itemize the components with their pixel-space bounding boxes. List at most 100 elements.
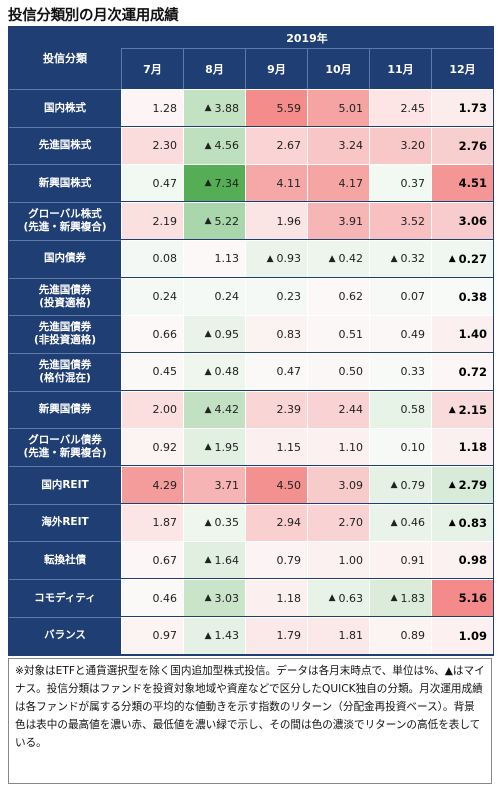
row-label-line: 国内株式 <box>44 101 86 114</box>
value-cell: 1.40 <box>431 315 493 353</box>
value-text: 3.20 <box>400 139 426 153</box>
performance-table: 投信分類 2019年 7月 8月 9月 10月 11月 12月 国内株式 1.28 ▲ 3.88 5… <box>8 26 494 656</box>
value-cell: 0.51 <box>307 315 369 353</box>
value-cell: 0.66 <box>121 315 183 353</box>
value-text: 0.95 <box>214 327 240 341</box>
value-cell: 1.28 <box>121 89 183 126</box>
row-label: 先進国債券 (格付混在) <box>9 352 121 390</box>
value-text: 2.19 <box>152 214 178 228</box>
value-cell: 0.24 <box>121 277 183 315</box>
value-text: 0.50 <box>338 365 364 379</box>
value-cell: 1.18 <box>431 428 493 466</box>
value-text: 0.92 <box>152 440 178 454</box>
month-header: 10月 <box>307 49 369 89</box>
value-cell: 0.98 <box>431 541 493 579</box>
value-text: 0.42 <box>338 252 364 266</box>
year-header: 2019年 <box>121 27 493 49</box>
value-text: 0.62 <box>338 290 364 303</box>
row-label-line: 海外REIT <box>41 516 89 529</box>
row-label-line: 先進国債券 <box>38 321 92 334</box>
value-text: 0.58 <box>400 403 426 417</box>
value-text: 5.59 <box>276 101 302 115</box>
value-text: 2.15 <box>458 402 487 417</box>
value-cell: 2.94 <box>245 503 307 541</box>
minus-triangle-icon: ▲ <box>204 178 212 189</box>
row-label-line: 転換社債 <box>44 553 86 566</box>
minus-triangle-icon: ▲ <box>204 103 212 113</box>
value-text: 1.87 <box>152 516 178 530</box>
value-cell: 0.62 <box>307 277 369 315</box>
minus-triangle-icon: ▲ <box>448 480 456 490</box>
value-cell: 1.13 <box>183 239 245 277</box>
value-cell: 0.37 <box>369 164 431 202</box>
value-text: 2.79 <box>458 478 487 492</box>
value-cell: 0.45 <box>121 352 183 390</box>
value-cell: ▲ 2.15 <box>431 390 493 428</box>
value-cell: 0.49 <box>369 315 431 353</box>
value-text: 3.24 <box>338 139 364 153</box>
value-text: 4.17 <box>338 176 364 190</box>
value-text: 1.18 <box>276 591 302 605</box>
value-text: 0.83 <box>458 515 487 530</box>
value-cell: 4.50 <box>245 466 307 503</box>
value-text: 0.98 <box>458 553 487 568</box>
value-cell: 2.45 <box>369 89 431 126</box>
month-header: 7月 <box>121 49 183 89</box>
value-text: 4.50 <box>276 478 302 492</box>
value-text: 4.42 <box>214 403 240 417</box>
value-cell: 5.16 <box>431 579 493 617</box>
row-label: グローバル債券 (先進・新興複合) <box>9 428 121 465</box>
value-cell: 3.09 <box>307 466 369 503</box>
value-cell: 0.89 <box>369 616 431 654</box>
value-cell: 4.17 <box>307 164 369 202</box>
value-text: 1.13 <box>214 252 240 266</box>
minus-triangle-icon: ▲ <box>328 593 336 604</box>
value-text: 2.94 <box>276 516 302 530</box>
value-cell: ▲ 1.83 <box>369 579 431 617</box>
row-label: グローバル株式 (先進・新興複合) <box>9 202 121 239</box>
value-text: 0.83 <box>276 327 302 341</box>
value-text: 0.23 <box>276 290 302 303</box>
value-cell: 1.15 <box>245 428 307 466</box>
value-cell: ▲ 3.03 <box>183 579 245 617</box>
value-cell: 3.52 <box>369 202 431 240</box>
value-cell: 3.20 <box>369 126 431 164</box>
value-text: 5.16 <box>458 591 487 606</box>
value-cell: 5.01 <box>307 89 369 126</box>
value-text: 1.18 <box>458 440 487 455</box>
value-text: 1.09 <box>458 628 487 643</box>
value-cell: ▲ 0.95 <box>183 315 245 353</box>
value-cell: 1.00 <box>307 541 369 579</box>
value-text: 2.44 <box>338 403 364 417</box>
value-text: 0.27 <box>458 251 487 266</box>
value-text: 0.33 <box>400 365 426 379</box>
value-cell: 1.96 <box>245 202 307 240</box>
value-text: 1.96 <box>276 214 302 228</box>
minus-triangle-icon: ▲ <box>390 253 398 264</box>
value-text: 0.47 <box>152 176 178 190</box>
value-text: 1.64 <box>214 553 240 567</box>
row-label: 海外REIT <box>9 503 121 541</box>
value-cell: 0.24 <box>183 277 245 315</box>
value-text: 2.70 <box>338 516 364 530</box>
row-label-line: グローバル債券 <box>28 434 102 447</box>
value-text: 2.30 <box>152 139 178 153</box>
minus-triangle-icon: ▲ <box>204 517 212 528</box>
value-cell: ▲ 5.22 <box>183 202 245 240</box>
value-text: 3.52 <box>400 214 426 228</box>
value-text: 1.40 <box>458 327 487 342</box>
value-cell: ▲ 0.79 <box>369 466 431 503</box>
value-text: 0.08 <box>152 252 178 266</box>
minus-triangle-icon: ▲ <box>390 517 398 528</box>
month-header: 9月 <box>245 49 307 89</box>
value-text: 0.24 <box>214 290 240 303</box>
value-cell: 4.11 <box>245 164 307 202</box>
value-cell: ▲ 1.95 <box>183 428 245 466</box>
row-label-line: 先進国債券 <box>38 358 92 371</box>
value-cell: ▲ 0.46 <box>369 503 431 541</box>
row-label-line: 国内REIT <box>41 478 89 491</box>
value-cell: ▲ 4.42 <box>183 390 245 428</box>
value-cell: 0.46 <box>121 579 183 617</box>
value-cell: ▲ 0.83 <box>431 503 493 541</box>
value-cell: 3.91 <box>307 202 369 240</box>
